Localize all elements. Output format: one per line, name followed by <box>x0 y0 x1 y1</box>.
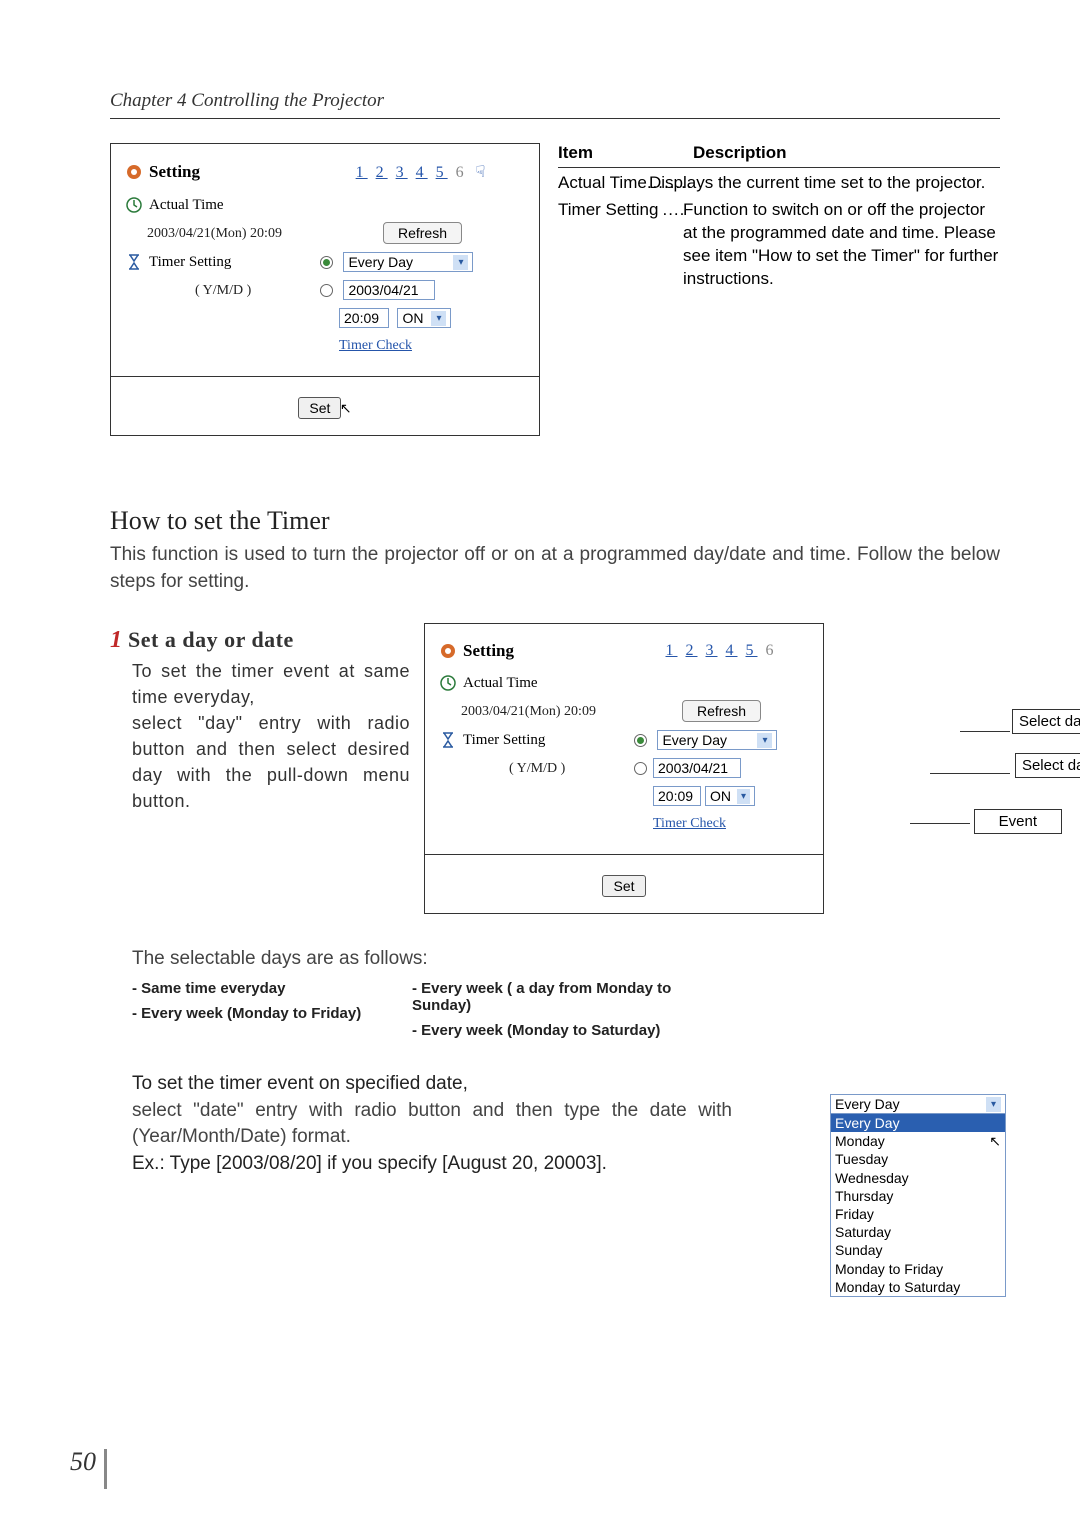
dropdown-selected: Every Day <box>835 1096 980 1112</box>
chevron-down-icon: ▾ <box>453 255 468 270</box>
dropdown-option[interactable]: Monday to Friday <box>831 1260 1005 1278</box>
actual-time-label: Actual Time <box>149 197 224 214</box>
page-link-5[interactable]: 5 <box>436 164 448 181</box>
desc-head-item: Item <box>558 143 693 163</box>
chevron-down-icon: ▾ <box>757 733 772 748</box>
callout-select-date: Select date <box>1015 753 1080 778</box>
clock-icon <box>125 196 143 214</box>
page-number: 50 <box>70 1447 107 1479</box>
callout-line <box>960 731 1010 732</box>
timer-check-link[interactable]: Timer Check <box>653 816 726 831</box>
desc-item-0: Actual Time <box>558 173 647 192</box>
desc-row: Timer Setting.... Function to switch on … <box>558 199 1000 291</box>
dropdown-option[interactable]: Saturday <box>831 1223 1005 1241</box>
day-option-1: - Every week ( a day from Monday to Sund… <box>412 980 692 1014</box>
dropdown-option[interactable]: Thursday <box>831 1187 1005 1205</box>
callout-line <box>910 823 970 824</box>
radio-day[interactable] <box>634 734 647 747</box>
date-inst-l2: select "date" entry with radio button an… <box>132 1098 732 1151</box>
gear-icon <box>439 642 457 660</box>
radio-day[interactable] <box>320 256 333 269</box>
refresh-button[interactable]: Refresh <box>383 222 462 244</box>
desc-text-1: Function to switch on or off the project… <box>683 199 1000 291</box>
timer-check-link[interactable]: Timer Check <box>339 338 412 353</box>
dropdown-option[interactable]: Friday <box>831 1205 1005 1223</box>
day-dropdown-open[interactable]: Every Day ▾ Every Day Monday↖ Tuesday We… <box>830 1094 1006 1297</box>
day-option-2: - Every week (Monday to Friday) <box>132 1005 412 1022</box>
page-number-divider <box>104 1449 107 1489</box>
step1-p2: select "day" entry with radio button and… <box>132 710 410 814</box>
page-link-1[interactable]: 1 <box>356 164 368 181</box>
dropdown-option[interactable]: Monday↖ <box>831 1132 1005 1150</box>
callout-event: Event <box>974 809 1062 834</box>
page-link-2[interactable]: 2 <box>376 164 388 181</box>
clock-icon <box>439 674 457 692</box>
callout-select-day: Select day <box>1012 709 1080 734</box>
dropdown-option[interactable]: Wednesday <box>831 1169 1005 1187</box>
radio-date[interactable] <box>634 762 647 775</box>
day-dropdown-value: Every Day <box>348 254 447 270</box>
date-input[interactable]: 2003/04/21 <box>653 758 741 778</box>
step1-p1: To set the timer event at same time ever… <box>132 658 410 710</box>
dropdown-option[interactable]: Every Day <box>831 1114 1005 1132</box>
step-number: 1 <box>110 627 123 653</box>
gear-icon <box>125 163 143 181</box>
pagination[interactable]: 1 2 3 4 5 6 <box>634 642 809 660</box>
radio-date[interactable] <box>320 284 333 297</box>
callout-line <box>930 773 1010 774</box>
settings-dialog-1: Setting 1 2 3 4 5 6 ☟ <box>110 143 540 436</box>
hourglass-icon <box>125 253 143 271</box>
desc-dots-1: .... <box>662 200 685 219</box>
timer-setting-label: Timer Setting <box>149 254 231 271</box>
onoff-dropdown[interactable]: ON▾ <box>705 786 755 806</box>
desc-row: Actual Time........ Displays the current… <box>558 172 1000 195</box>
cursor-arrow-icon: ↖ <box>989 1132 1001 1150</box>
onoff-dropdown[interactable]: ON ▾ <box>397 308 451 328</box>
dropdown-option[interactable]: Monday to Saturday <box>831 1278 1005 1296</box>
refresh-button[interactable]: Refresh <box>682 700 761 722</box>
cursor-hand-icon: ☟ <box>476 164 490 181</box>
day-option-3: - Every week (Monday to Saturday) <box>412 1022 692 1039</box>
chevron-down-icon: ▾ <box>737 789 750 804</box>
day-dropdown[interactable]: Every Day ▾ <box>343 252 473 272</box>
selectable-days-title: The selectable days are as follows: <box>132 948 1000 970</box>
chapter-header: Chapter 4 Controlling the Projector <box>110 90 1000 119</box>
ymd-label: ( Y/M/D ) <box>195 283 251 298</box>
step-title: Set a day or date <box>128 627 294 652</box>
page-link-3[interactable]: 3 <box>396 164 408 181</box>
setting-label: Setting <box>463 641 514 661</box>
desc-item-1: Timer Setting <box>558 200 658 219</box>
chevron-down-icon: ▾ <box>431 311 446 326</box>
actual-time-value: 2003/04/21(Mon) 20:09 <box>147 226 282 241</box>
settings-dialog-2: Setting 1 2 3 4 5 6 <box>424 623 824 914</box>
page-current: 6 <box>456 164 468 181</box>
howto-title: How to set the Timer <box>110 506 1000 536</box>
set-button[interactable]: Set <box>602 875 645 897</box>
day-option-0: - Same time everyday <box>132 980 412 997</box>
date-input[interactable]: 2003/04/21 <box>343 280 435 300</box>
chevron-down-icon: ▾ <box>986 1097 1001 1112</box>
dropdown-option[interactable]: Tuesday <box>831 1150 1005 1168</box>
desc-text-0: Displays the current time set to the pro… <box>649 172 1000 195</box>
setting-label: Setting <box>149 162 200 182</box>
howto-intro: This function is used to turn the projec… <box>110 542 1000 595</box>
day-dropdown[interactable]: Every Day▾ <box>657 730 777 750</box>
hourglass-icon <box>439 731 457 749</box>
date-inst-l1: To set the timer event on specified date… <box>132 1071 732 1098</box>
cursor-arrow-icon: ↖ <box>340 400 352 416</box>
page-link-4[interactable]: 4 <box>416 164 428 181</box>
pagination[interactable]: 1 2 3 4 5 6 ☟ <box>320 162 525 182</box>
desc-head-desc: Description <box>693 143 787 163</box>
set-button[interactable]: Set <box>298 397 341 419</box>
dropdown-option[interactable]: Sunday <box>831 1241 1005 1259</box>
date-inst-l3: Ex.: Type [2003/08/20] if you specify [A… <box>132 1151 732 1178</box>
time-input[interactable]: 20:09 <box>653 786 701 806</box>
time-input[interactable]: 20:09 <box>339 308 389 328</box>
onoff-value: ON <box>402 310 425 326</box>
description-table: Item Description Actual Time........ Dis… <box>558 143 1000 436</box>
